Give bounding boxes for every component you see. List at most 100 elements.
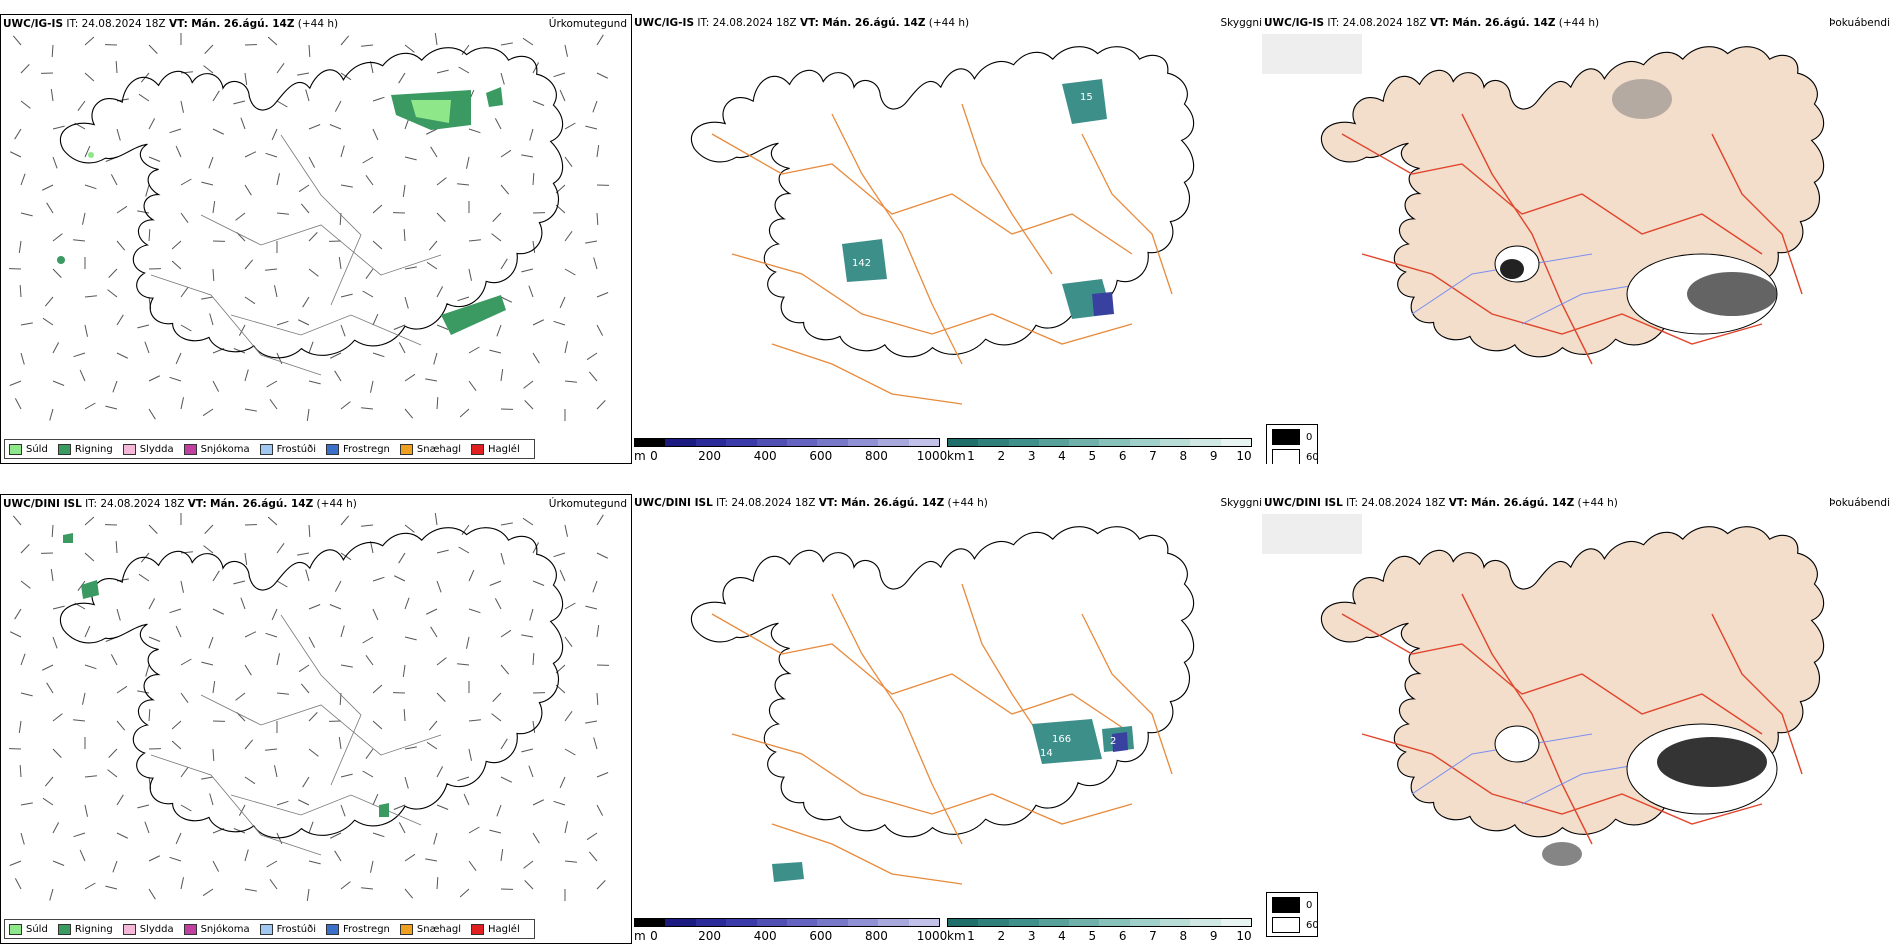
wind-barb [46,682,54,694]
wind-barb [340,515,350,526]
wind-barb [84,72,95,82]
wind-barb [459,888,470,898]
wind-barb [244,72,248,85]
legend-item: Snæhagl [399,443,461,455]
wind-barb [82,212,86,225]
wind-barb [468,748,472,761]
wind-barb [553,320,566,326]
colorbar-tick: 2 [997,929,1006,943]
wind-barb [564,636,573,648]
wind-barb [500,629,512,638]
wind-barb [145,184,150,197]
wind-barb [489,349,502,354]
wind-barb [340,804,346,817]
wind-barb [329,124,342,130]
colorbar-tick: 800 [864,929,888,943]
wind-barb [84,775,97,778]
wind-barb [276,800,289,806]
wind-barb [308,524,311,538]
wind-barb [52,268,62,278]
wind-barb [553,72,566,78]
wind-barb [596,692,599,706]
wind-barb [426,741,438,750]
panel-header: UWC/IG-IS IT: 24.08.2024 18Z VT: Mán. 26… [3,18,339,30]
wind-barb [203,65,214,74]
fog-panel-row1: UWC/IG-IS IT: 24.08.2024 18Z VT: Mán. 26… [1262,14,1900,464]
wind-barb [116,720,126,731]
wind-barb [212,380,220,392]
wind-barb [169,128,182,134]
wind-barb [491,713,502,722]
wind-barb [500,149,512,158]
precip-legend: Súld Rigning Slydda Snjókoma Frostúði Fr… [4,919,535,939]
wind-barb [244,631,257,638]
wind-barb [466,156,470,169]
wind-barb [365,654,374,666]
fog-panel-row2: UWC/DINI ISL IT: 24.08.2024 18Z VT: Mán.… [1262,494,1900,944]
wind-barb [9,151,22,158]
wind-barb [596,212,599,226]
wind-barb [404,776,409,789]
colorbar-tick: 2 [997,449,1006,463]
wind-barb [402,184,406,197]
wind-barb [529,128,534,141]
wind-barb [362,156,374,164]
wind-barb [84,36,95,46]
wind-barb [436,804,449,810]
wind-barb [398,342,406,354]
wind-barb [169,608,182,614]
wind-barb [180,766,189,778]
wind-barb [500,258,508,270]
wind-barb [171,720,182,730]
wind-barb [271,608,278,621]
wind-barb [50,89,54,102]
colorbar-tick: 10 [1236,929,1252,943]
wind-barb [468,860,477,872]
wind-barb [340,401,351,410]
wind-barb [524,400,534,410]
wind-barb [468,608,481,614]
wind-barb [144,821,150,834]
wind-barb [52,125,65,130]
wind-barb [240,597,246,610]
wind-barb [244,184,252,196]
wind-barb [596,625,600,638]
wind-barb [532,352,540,364]
vis-label: 2 [1110,736,1116,747]
vis-label: 14 [1040,748,1053,759]
wind-barb [532,319,545,326]
legend-item: Snjókoma [183,923,250,935]
wind-barb [276,832,283,845]
wind-barb [51,44,54,58]
colorbar-tick: 600 [809,449,833,463]
colorbar-tick: 400 [753,449,777,463]
wind-barb [244,369,249,382]
wind-barb [52,380,65,386]
wind-barb [244,552,248,565]
colorbar-tick: 9 [1209,449,1218,463]
wind-barb [596,145,600,158]
wind-barb [372,720,383,730]
wind-barb [458,546,470,554]
wind-barb [586,832,598,841]
wind-barb [362,290,374,298]
wind-barb [532,542,540,554]
wind-barb [269,878,278,890]
wind-barb [393,575,406,582]
wind-barb [116,314,124,326]
iceland-map [8,33,610,421]
wind-barb [180,286,189,298]
wind-barb [334,100,342,112]
wind-barb [175,352,182,365]
wind-barb [169,856,182,862]
wind-barb [212,90,220,102]
iceland-map [8,513,610,901]
wind-barb [372,204,383,214]
wind-barb [84,324,88,337]
wind-barb [529,608,534,621]
wind-barb [116,685,128,694]
colorbar-tick: 9 [1209,929,1218,943]
wind-barb [116,832,129,839]
wind-barb [175,625,182,638]
wind-barb [496,804,502,817]
